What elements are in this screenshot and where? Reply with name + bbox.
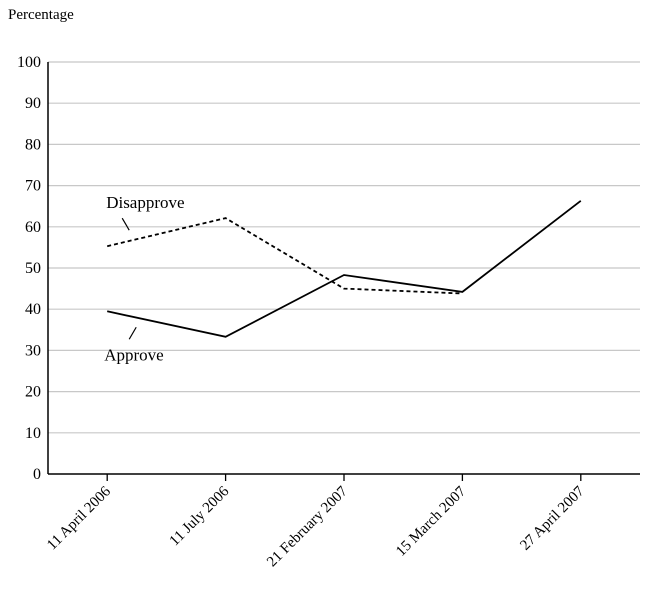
y-tick-label-40: 40 (25, 301, 41, 318)
series-line-disapprove (107, 218, 462, 293)
y-tick-labels: 0 10 20 30 40 50 60 70 80 90 100 (17, 54, 41, 483)
series-lines (107, 201, 581, 337)
y-tick-label-30: 30 (25, 342, 41, 359)
y-axis-label: Percentage (8, 7, 74, 23)
y-tick-label-90: 90 (25, 95, 41, 112)
series-label-approve: Approve (104, 345, 163, 364)
y-tick-label-10: 10 (25, 425, 41, 442)
x-tick-labels: 11 April 2006 11 July 2006 21 February 200… (44, 483, 588, 570)
series-line-approve (107, 201, 581, 337)
y-tick-label-20: 20 (25, 384, 41, 401)
series-label-disapprove: Disapprove (106, 193, 184, 212)
gridlines (48, 62, 640, 433)
leader-line-approve (129, 327, 136, 339)
x-tick-label-4: 27 April 2007 (517, 483, 588, 554)
y-tick-label-60: 60 (25, 219, 41, 236)
x-tick-label-3: 15 March 2007 (393, 483, 469, 559)
x-tick-label-0: 11 April 2006 (44, 483, 114, 553)
leader-line-disapprove (122, 218, 129, 230)
y-tick-label-80: 80 (25, 136, 41, 153)
y-tick-label-100: 100 (17, 54, 41, 71)
y-tick-label-50: 50 (25, 260, 41, 277)
y-tick-label-0: 0 (33, 466, 41, 483)
x-tick-label-2: 21 February 2007 (264, 483, 351, 570)
axes (48, 62, 640, 481)
series-annotations: Disapprove Approve (104, 193, 184, 364)
x-tick-label-1: 11 July 2006 (167, 483, 233, 549)
y-tick-label-70: 70 (25, 178, 41, 195)
